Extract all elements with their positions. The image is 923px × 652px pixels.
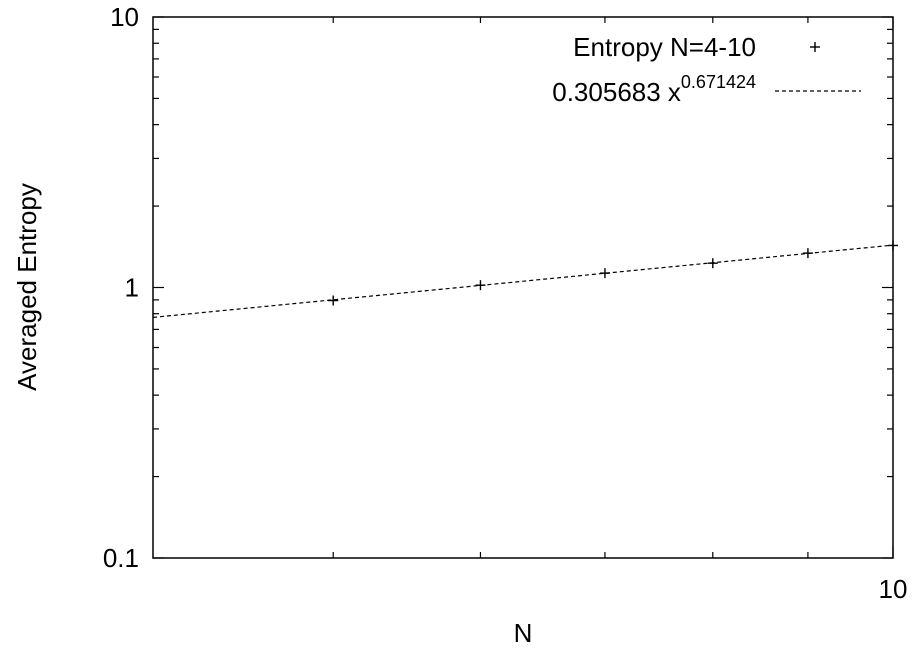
data-point [802, 248, 813, 259]
y-tick-label: 1 [125, 273, 139, 303]
y-tick-label: 10 [110, 2, 139, 32]
x-axis-label: N [514, 618, 533, 648]
legend-label-fit: 0.305683 x0.671424 [552, 72, 756, 107]
y-tick-label: 0.1 [103, 543, 139, 573]
data-point [707, 258, 718, 269]
fit-layer [152, 244, 894, 318]
ticks [153, 16, 894, 559]
legend-fit-base: 0.305683 x [552, 77, 681, 107]
data-point [599, 268, 610, 279]
tick-labels: 0.1 1 10 10 [103, 2, 908, 604]
legend-label-points: Entropy N=4-10 [573, 32, 756, 62]
data-points [328, 240, 898, 306]
x-tick-label: 10 [879, 574, 908, 604]
data-point [328, 295, 339, 306]
fit-line [152, 244, 894, 318]
legend-marker-plus [810, 42, 820, 52]
plot-frame [152, 16, 894, 559]
data-point [475, 280, 486, 291]
legend: Entropy N=4-10 0.305683 x0.671424 [552, 32, 861, 107]
legend-fit-exponent: 0.671424 [681, 72, 756, 92]
data-point [888, 240, 898, 251]
y-axis-label: Averaged Entropy [12, 183, 42, 391]
